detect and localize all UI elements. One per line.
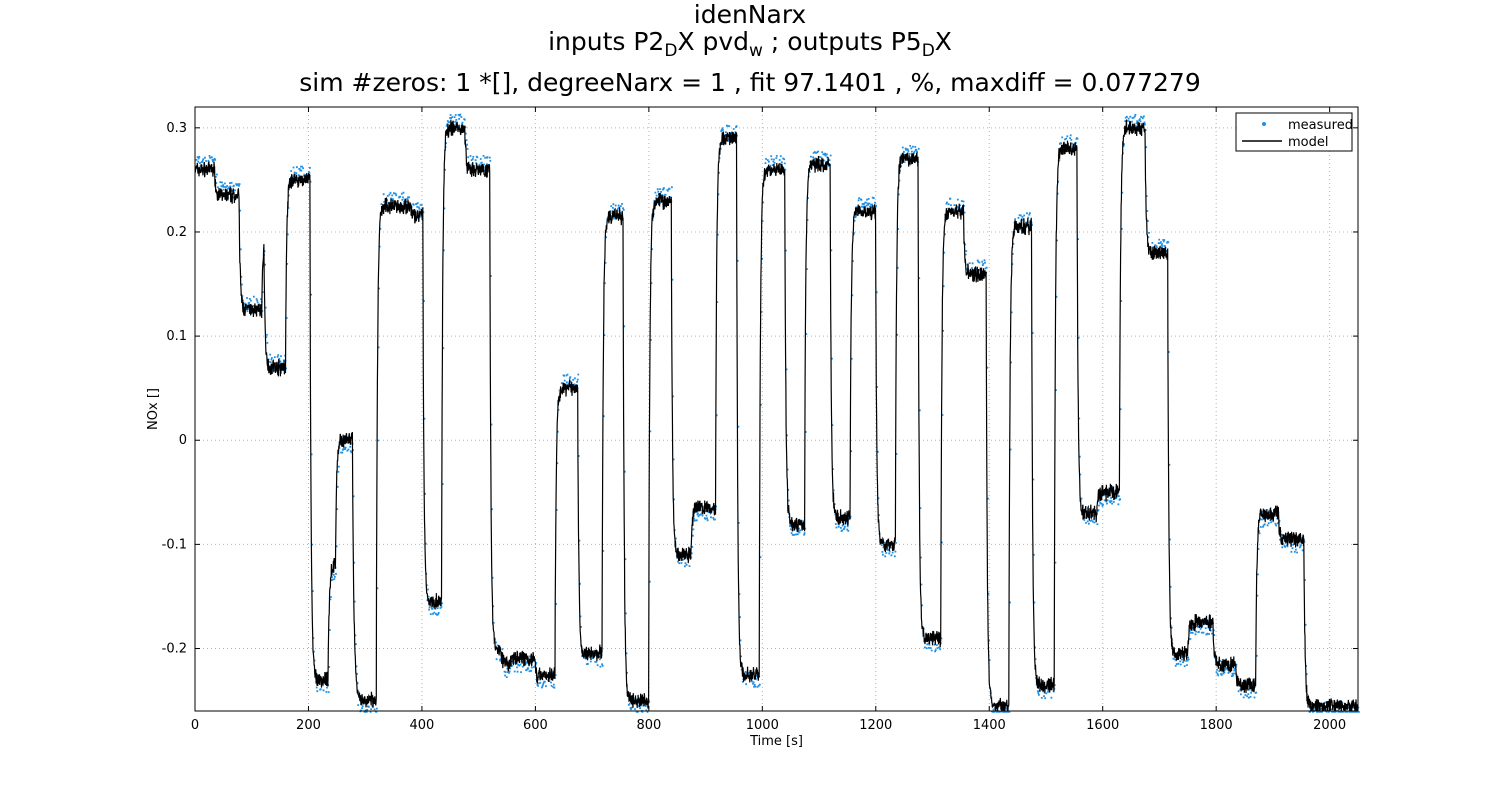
y-axis-label: NOx [] [146,388,161,430]
title-line-1: idenNarx [693,0,807,29]
x-tick-label: 1800 [1200,718,1233,733]
fit-summary-text: sim #zeros: 1 *[], degreeNarx = 1 , fit … [299,68,1201,97]
y-tick-label: 0.1 [166,329,187,344]
x-tick-label: 1600 [1086,718,1119,733]
y-tick-label: -0.1 [162,537,187,552]
legend[interactable]: measured model [1235,112,1353,152]
subtitle-subscript: D [921,41,935,61]
subtitle-part: X pvd [677,27,750,56]
model-line [194,119,1359,712]
y-tick-label: 0.3 [166,121,187,136]
axes-box [194,106,1359,712]
x-tick-label: 1400 [973,718,1006,733]
data-layer [194,113,1360,713]
subtitle-subscript: D [664,41,678,61]
chart-subtitle: inputs P2DX pvdw ; outputs P5DX [0,27,1500,61]
x-axis-label: Time [s] [749,734,803,749]
measured-points [195,113,1360,713]
legend-box [1235,112,1353,152]
x-tick-label: 0 [191,718,199,733]
x-tick-label: 200 [296,718,321,733]
subtitle-part: ; outputs P5 [762,27,922,56]
y-tick-label: 0 [179,433,187,448]
legend-measured-label: measured [1288,118,1353,133]
y-tick-label: 0.2 [166,225,187,240]
x-tick-label: 1200 [859,718,892,733]
x-tick-label: 2000 [1313,718,1346,733]
legend-model-label: model [1288,135,1328,150]
x-tick-label: 800 [636,718,661,733]
subtitle-part: inputs P2 [548,27,665,56]
measured-series [195,113,1360,713]
x-tick-label: 1000 [746,718,779,733]
legend-measured-marker [1262,122,1266,126]
chart-title: idenNarx [0,0,1500,29]
grid-lines [194,107,1358,711]
x-tick-label: 400 [410,718,435,733]
x-tick-label: 600 [523,718,548,733]
subtitle-subscript: w [749,41,763,61]
axis-ticks: 0 200 400 600 800 1000 1200 1400 1600 1800 2000 -0.… [162,107,1358,733]
y-tick-label: -0.2 [162,642,187,657]
chart-fit-summary: sim #zeros: 1 *[], degreeNarx = 1 , fit … [0,68,1500,97]
subtitle-part: X [934,27,952,56]
